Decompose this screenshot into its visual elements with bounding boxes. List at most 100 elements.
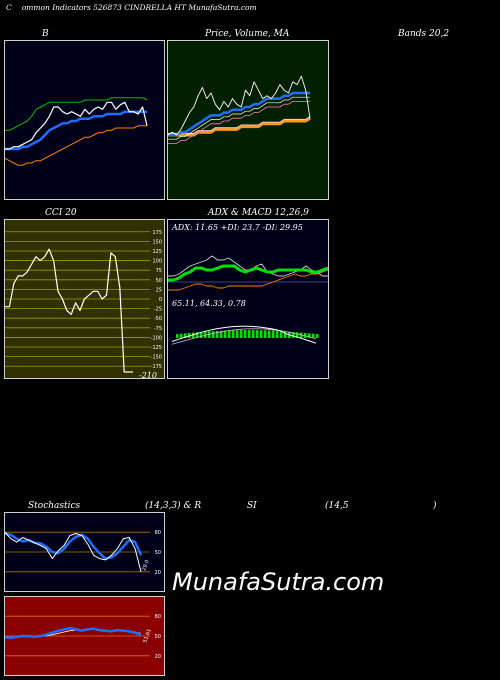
cci-tick-label: 75 [156,268,162,274]
macd-histogram-bar [292,331,295,338]
macd-histogram-bar [272,330,275,338]
rsi-panel: 80 50 20 51.61 [4,596,165,676]
cci-line [5,248,133,373]
adx-macd-chart: ADX: 11.65 +DI: 23.7 -DI: 29.95 65.11, 6… [168,220,328,378]
stoch-d-line [5,532,143,560]
macd-line [171,325,317,344]
cci-tick-label: 50 [156,278,162,284]
macd-histogram-bar [248,330,251,338]
macd-histogram-bar [284,331,287,338]
macd-histogram-bar [176,334,179,338]
macd-histogram-bar [276,330,279,338]
macd-readout: 65.11, 64.33, 0.78 [172,299,246,308]
macd-histogram-bar [260,330,263,338]
bollinger-label: B [42,29,49,39]
macd-histogram-bar [216,330,219,338]
cci-tick-label: 175 [152,230,162,236]
cci-tick-label: 150 [152,239,162,245]
stoch-tick-label: 50 [155,550,161,556]
ma-aux-line [168,96,310,140]
adx-readout: ADX: 11.65 +DI: 23.7 -DI: 29.95 [171,223,303,232]
adx-panel: ADX: 11.65 +DI: 23.7 -DI: 29.95 65.11, 6… [167,219,329,379]
macd-histogram-bar [264,330,267,338]
bb-upper-line [5,97,148,131]
rsi-last-value: 51.61 [142,628,153,644]
bb-lower-line [5,125,147,166]
title-rest: ommon Indicators 526873 CINDRELLA HT Mun… [21,3,257,12]
macd-histogram-bar [232,330,235,338]
rsi-label: SI [247,501,257,511]
macd-histogram-bar [220,330,223,338]
stoch-k-line [5,531,142,572]
macd-histogram-bar [184,333,187,338]
rsi-params-label: (14,5 [325,501,349,511]
ma-long-band-top [168,116,311,134]
macd-histogram-bar [252,330,255,338]
cci-tick-label: -75 [154,326,162,332]
rsi-tick-label: 20 [155,654,161,660]
macd-histogram-bar [240,330,243,338]
rsi-chart: 80 50 20 51.61 [5,597,164,675]
macd-histogram-bar [204,331,207,338]
stoch-chart: 80 50 20 29.0 [5,513,164,591]
bollinger-chart [5,41,164,199]
macd-histogram-bar [312,333,315,338]
adx-minus-di-line [168,269,328,291]
bb-middle-line [5,110,147,151]
rsi-tick-label: 50 [155,634,161,640]
bollinger-panel [4,40,165,200]
macd-histogram-bar [196,332,199,338]
stoch-label: Stochastics [28,501,81,511]
cci-tick-label: -175 [151,364,162,370]
macd-histogram-bar [304,332,307,338]
ma-mid-line [168,101,310,144]
bb-price-line [5,101,148,150]
bands-label: Bands 20,2 [398,29,450,39]
brand-watermark: MunafaSutra.com [172,568,385,596]
cci-tick-label: 25 [156,287,162,293]
macd-histogram-bar [244,330,247,338]
price-panel [167,40,329,200]
macd-histogram-bar [316,334,319,338]
rsi-line [5,626,142,640]
cci-tick-label: -25 [154,307,162,313]
cci-tick-label: -125 [151,345,162,351]
ma-short-line [168,91,310,137]
stoch-panel: 80 50 20 29.0 [4,512,165,592]
cci-chart: 175 150 125 100 75 50 25 0 -25 -50 -75 -100 -125 -150… [5,220,164,378]
macd-histogram-bar [192,332,195,338]
title-initial: C [6,3,12,12]
cci-label: CCI 20 [45,208,77,218]
stoch-tick-label: 80 [155,530,161,536]
panel-background [168,220,328,378]
stoch-params-label: (14,3,3) & R [145,501,202,511]
cci-tick-label: -150 [151,355,162,361]
cci-tick-label: -100 [151,335,162,341]
macd-histogram-bar [200,331,203,338]
price-label: Price, Volume, MA [205,29,290,39]
stoch-tick-label: 20 [155,570,161,576]
adx-label: ADX & MACD 12,26,9 [208,208,309,218]
adx-line [168,264,328,282]
macd-histogram-bar [280,331,283,338]
cci-tick-label: 125 [152,249,162,255]
cci-panel: 175 150 125 100 75 50 25 0 -25 -50 -75 -100 -125 -150… [4,219,165,379]
macd-histogram-bar [308,333,311,338]
cci-tick-label: 100 [152,259,162,265]
cci-tick-label: 0 [159,297,162,303]
price-chart [168,41,328,199]
macd-histogram-bar [268,330,271,338]
macd-signal-line [171,328,317,345]
macd-histogram-bar [228,330,231,338]
stoch-last-value: 29.0 [141,559,150,572]
ma-long-line [168,116,311,137]
macd-histogram-bar [212,331,215,338]
rsi-tick-label: 80 [155,614,161,620]
macd-histogram-bar [180,333,183,338]
cci-last-value: -210 [139,371,157,378]
macd-histogram-bar [296,332,299,338]
panel-background [5,41,164,199]
macd-histogram-bar [236,330,239,338]
macd-histogram-bar [224,330,227,338]
